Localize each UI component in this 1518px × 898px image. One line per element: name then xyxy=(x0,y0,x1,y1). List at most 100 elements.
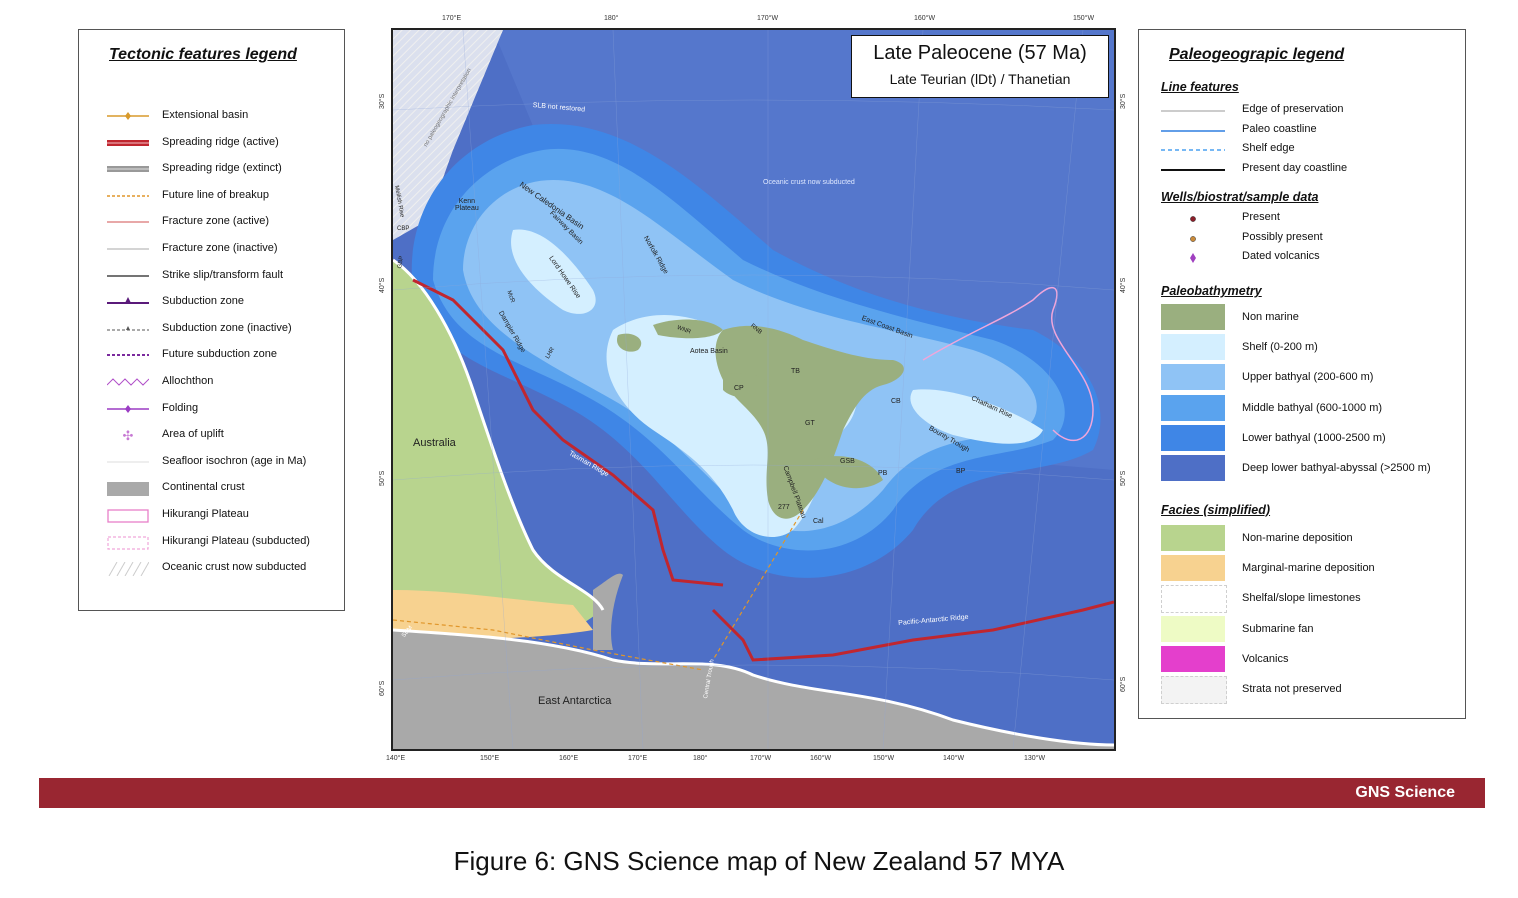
well-data-label: Possibly present xyxy=(1242,230,1323,243)
tectonic-legend-item: Fracture zone (inactive) xyxy=(79,239,344,259)
extensional-basin-symbol xyxy=(107,110,149,122)
paleo-legend-title: Paleogeograpic legend xyxy=(1169,46,1345,63)
line-feature-label: Present day coastline xyxy=(1242,162,1348,175)
top-tick: 150°W xyxy=(1073,15,1095,22)
graticule xyxy=(393,30,1114,749)
facies-swatch xyxy=(1161,585,1227,614)
right-tick: 50°S xyxy=(1120,470,1127,486)
tectonic-legend-item: Hikurangi Plateau (subducted) xyxy=(79,532,344,552)
label-oceanic-subducted: Oceanic crust now subducted xyxy=(763,179,855,186)
bathymetry-label: Upper bathyal (200-600 m) xyxy=(1242,371,1374,384)
bathymetry-label: Deep lower bathyal-abyssal (>2500 m) xyxy=(1242,462,1431,474)
tectonic-legend-item: Future subduction zone xyxy=(79,345,344,365)
antarctica-coastline xyxy=(393,628,1114,747)
bottom-tick: 130°W xyxy=(1024,755,1046,762)
tectonic-legend-item: Subduction zone (inactive) xyxy=(79,319,344,339)
tectonic-legend-label: Subduction zone (inactive) xyxy=(162,321,292,334)
bathymetry-label: Shelf (0-200 m) xyxy=(1242,341,1318,354)
map-subtitle: Late Teurian (lDt) / Thanetian xyxy=(889,71,1071,87)
line-feature-label: Shelf edge xyxy=(1242,142,1295,155)
isochron-symbol xyxy=(107,456,149,468)
bottom-tick: 150°E xyxy=(480,755,500,762)
east-antarctica-crust xyxy=(393,630,1114,749)
facies-label: Submarine fan xyxy=(1242,622,1314,635)
tectonic-legend-item: Fracture zone (active) xyxy=(79,212,344,232)
lord-howe-shelf xyxy=(511,229,596,314)
west-island xyxy=(617,333,642,352)
footer-brand: GNS Science xyxy=(1355,784,1455,801)
paleogeographic-legend-panel: Paleogeograpic legend Line features Well… xyxy=(1138,29,1466,719)
australia-landmass xyxy=(393,260,603,640)
tectonic-legend-label: Area of uplift xyxy=(162,428,224,441)
hikurangi-symbol xyxy=(107,509,149,523)
tectonic-legend-item: Spreading ridge (extinct) xyxy=(79,159,344,179)
folding-symbol xyxy=(107,403,149,415)
future-breakup-line xyxy=(393,619,704,671)
chatham-shelf xyxy=(910,389,1043,444)
bottom-tick: 160°E xyxy=(559,755,579,762)
tectonic-legend-item: Subduction zone xyxy=(79,292,344,312)
tectonic-legend-item: Extensional basin xyxy=(79,106,344,126)
tectonic-legend-label: Spreading ridge (active) xyxy=(162,135,279,148)
label-gt: GT xyxy=(805,420,815,427)
facies-swatch xyxy=(1161,645,1225,672)
tectonic-legend-label: Hikurangi Plateau (subducted) xyxy=(162,534,310,547)
allochthon-symbol xyxy=(106,376,150,388)
tectonic-legend-label: Subduction zone xyxy=(162,295,244,308)
top-tick: 160°W xyxy=(914,15,936,22)
tectonic-legend-label: Seafloor isochron (age in Ma) xyxy=(162,454,307,467)
tectonic-legend-label: Future line of breakup xyxy=(162,188,270,201)
ridge-extinct-symbol xyxy=(107,163,149,175)
right-tick: 60°S xyxy=(1120,676,1127,692)
tectonic-legend-label: Spreading ridge (extinct) xyxy=(162,162,282,175)
bathymetry-title: Paleobathymetry xyxy=(1161,284,1262,298)
facies-label: Non-marine deposition xyxy=(1242,532,1353,544)
bathymetry-swatch xyxy=(1161,394,1225,421)
tectonic-legend-item: Seafloor isochron (age in Ma) xyxy=(79,452,344,472)
line-feature-symbol xyxy=(1161,104,1225,116)
tectonic-legend-item: Continental crust xyxy=(79,478,344,498)
figure-caption: Figure 6: GNS Science map of New Zealand… xyxy=(453,846,1065,876)
hikurangi-plateau-outline xyxy=(922,286,1094,442)
label-tb: TB xyxy=(791,368,800,375)
dot-icon xyxy=(1161,232,1225,244)
campbell-land xyxy=(813,456,883,489)
tectonic-legend-label: Extensional basin xyxy=(162,109,249,121)
bathymetry-swatch xyxy=(1161,424,1225,451)
map-title: Late Paleocene (57 Ma) xyxy=(873,42,1087,64)
bottom-tick: 170°W xyxy=(750,755,772,762)
future-breakup-symbol xyxy=(107,190,149,202)
line-feature-label: Edge of preservation xyxy=(1242,103,1344,115)
label-cal: Cal xyxy=(813,518,824,525)
tectonic-legend-item: ✣ Area of uplift xyxy=(79,425,344,445)
uplift-symbol: ✣ xyxy=(107,429,149,444)
tectonic-legend-label: Future subduction zone xyxy=(162,348,277,361)
right-tick: 40°S xyxy=(1120,277,1127,293)
facies-title: Facies (simplified) xyxy=(1161,503,1271,517)
left-tick: 40°S xyxy=(379,277,386,293)
well-data-label: Dated volcanics xyxy=(1242,250,1320,263)
bathymetry-swatch xyxy=(1161,364,1225,391)
label-pb: PB xyxy=(878,470,888,477)
tectonic-legend-label: Folding xyxy=(162,401,199,414)
tectonic-legend-label: Fracture zone (active) xyxy=(162,215,269,228)
diamond-icon xyxy=(1161,251,1225,264)
tectonic-legend-label: Fracture zone (inactive) xyxy=(162,242,278,254)
tectonic-legend-label: Allochthon xyxy=(162,375,214,387)
bathymetry-label: Middle bathyal (600-1000 m) xyxy=(1242,401,1383,414)
label-bp: BP xyxy=(956,468,966,475)
facies-label: Volcanics xyxy=(1242,652,1289,665)
tectonic-legend-label: Continental crust xyxy=(162,481,245,494)
label-east-antarctica: East Antarctica xyxy=(538,695,612,707)
tectonic-legend-label: Strike slip/transform fault xyxy=(162,268,284,281)
future-subduction-symbol xyxy=(107,349,149,361)
label-australia: Australia xyxy=(413,437,456,449)
subducted-zone-fill xyxy=(393,30,503,240)
line-feature-item: Paleo coastline xyxy=(1139,120,1465,140)
subduction-inactive-symbol xyxy=(107,323,149,335)
tectonic-legend-label: Oceanic crust now subducted xyxy=(162,561,307,574)
pacific-antarctic-ridge-line xyxy=(711,600,1114,662)
paleogeographic-map: Australia East Antarctica Oceanic crust … xyxy=(391,28,1116,751)
tectonic-legend-item: Oceanic crust now subducted xyxy=(79,558,344,578)
line-feature-item: Edge of preservation xyxy=(1139,100,1465,120)
